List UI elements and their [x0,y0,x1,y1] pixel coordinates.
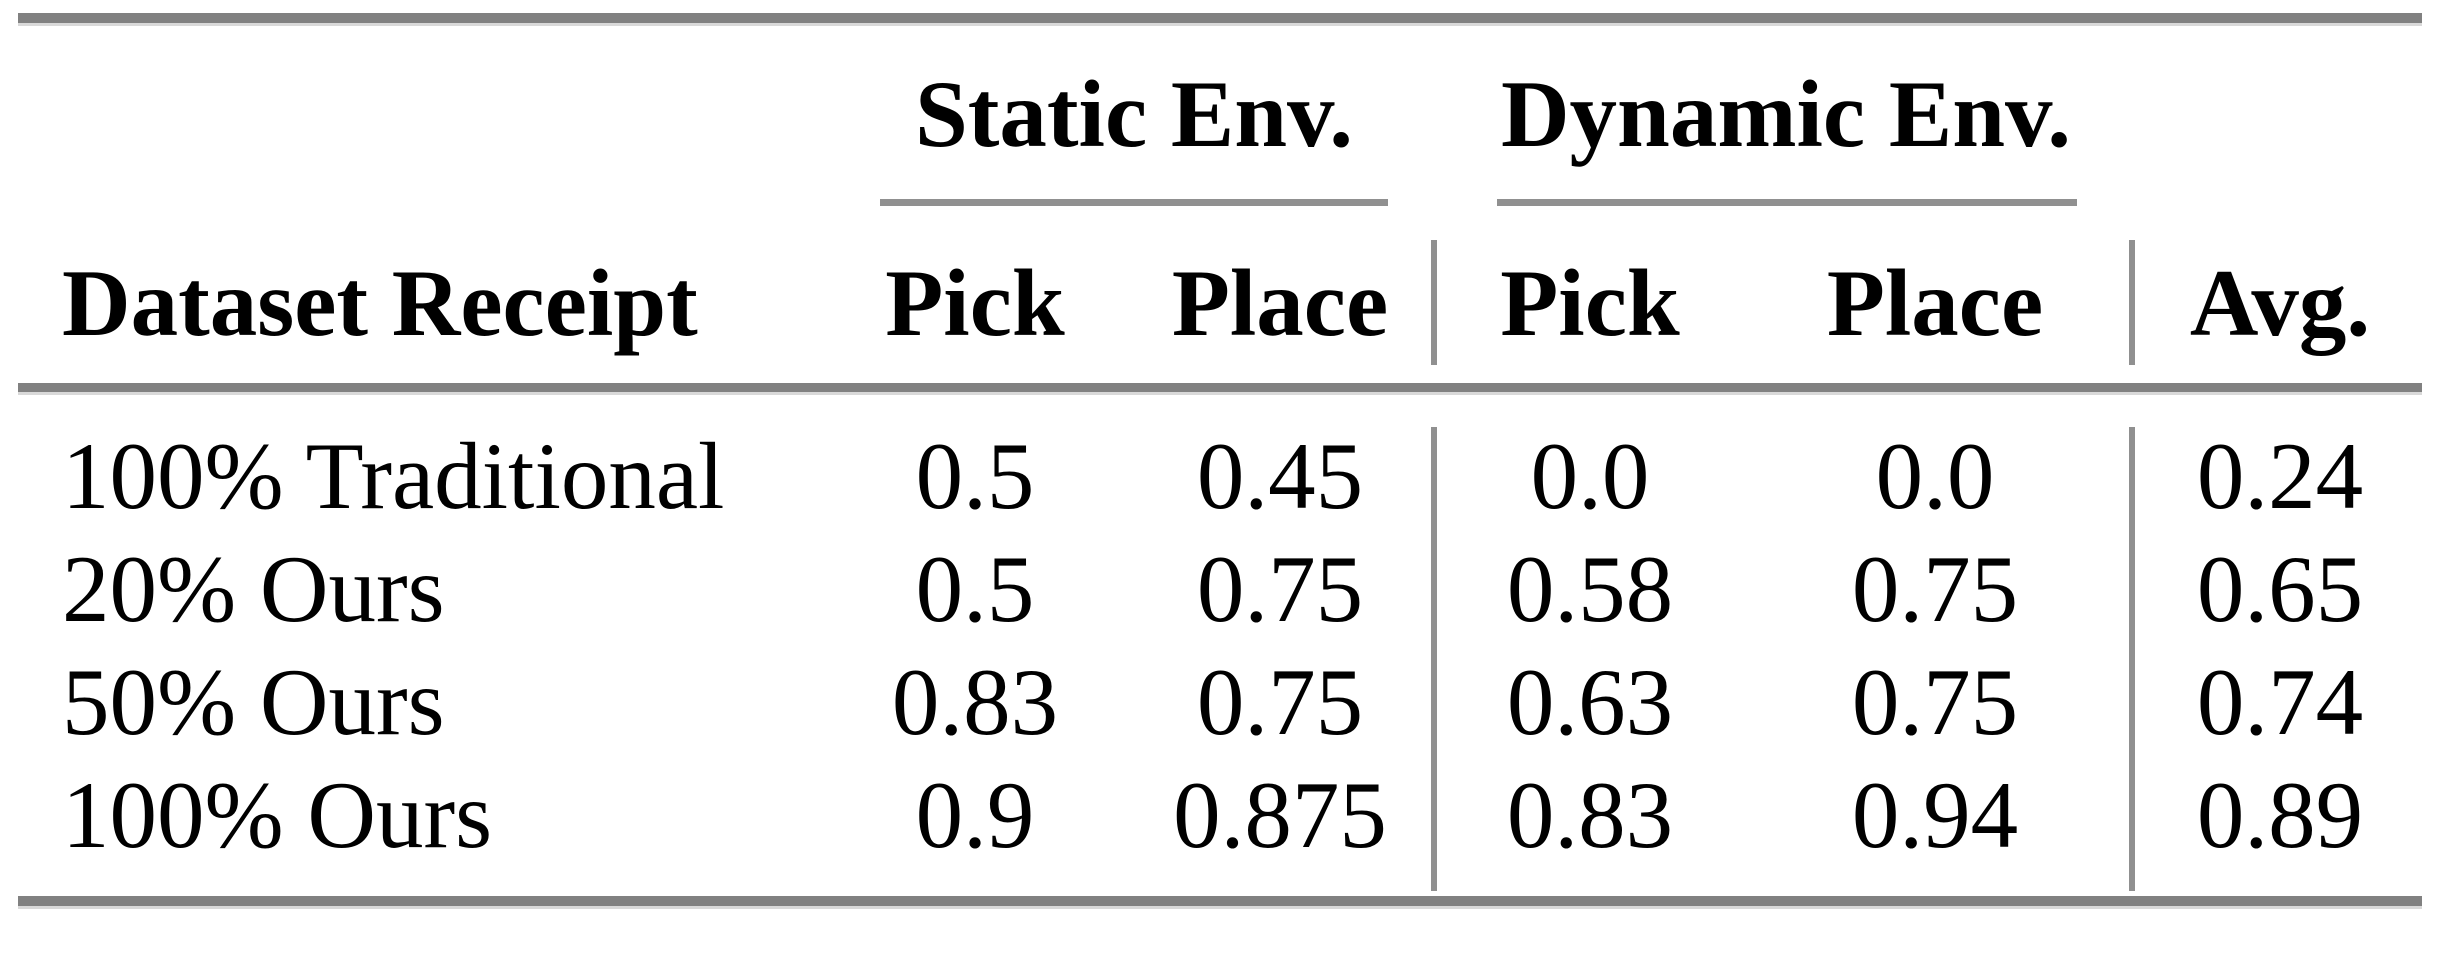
table-row: 20% Ours 0.5 0.75 0.58 0.75 0.65 [0,541,2440,637]
row-label: 50% Ours [62,649,445,755]
cell-dynamic-place: 0.0 [1875,423,1995,529]
cell-dynamic-pick: 0.63 [1506,649,1674,755]
static-env-cmidrule [880,199,1388,206]
dynamic-avg-divider-header [2129,240,2135,365]
header-separator-rule [18,383,2422,395]
bottom-rule [18,896,2422,909]
cell-static-pick: 0.83 [891,649,1059,755]
cell-avg: 0.89 [2196,762,2364,868]
table-row: 100% Ours 0.9 0.875 0.83 0.94 0.89 [0,767,2440,863]
row-label: 100% Ours [62,762,493,868]
group-header-row: Static Env. Dynamic Env. [0,66,2440,162]
cell-avg: 0.74 [2196,649,2364,755]
cell-dynamic-pick: 0.0 [1530,423,1650,529]
cell-static-place: 0.75 [1196,536,1364,642]
cell-dynamic-place: 0.94 [1851,762,2019,868]
cell-static-pick: 0.5 [915,536,1035,642]
row-label: 20% Ours [62,536,445,642]
table-row: 100% Traditional 0.5 0.45 0.0 0.0 0.24 [0,428,2440,524]
dynamic-env-cmidrule [1497,199,2077,206]
top-rule [18,13,2422,26]
dynamic-place-header: Place [1826,250,2044,356]
cell-dynamic-pick: 0.58 [1506,536,1674,642]
cell-avg: 0.65 [2196,536,2364,642]
static-dynamic-divider-header [1431,240,1437,365]
cell-dynamic-place: 0.75 [1851,649,2019,755]
cell-avg: 0.24 [2196,423,2364,529]
dataset-receipt-header: Dataset Receipt [62,250,698,356]
column-header-row: Dataset Receipt Pick Place Pick Place Av… [0,255,2440,351]
avg-header: Avg. [2189,250,2371,356]
dynamic-pick-header: Pick [1500,250,1680,356]
cell-dynamic-place: 0.75 [1851,536,2019,642]
cell-dynamic-pick: 0.83 [1506,762,1674,868]
static-pick-header: Pick [885,250,1065,356]
cell-static-place: 0.875 [1173,762,1387,868]
dynamic-avg-divider-body [2129,427,2135,891]
static-place-header: Place [1171,250,1389,356]
cell-static-place: 0.45 [1196,423,1364,529]
static-env-header: Static Env. [914,61,1354,167]
static-dynamic-divider-body [1431,427,1437,891]
dynamic-env-header: Dynamic Env. [1500,61,2072,167]
cell-static-pick: 0.9 [915,762,1035,868]
cell-static-pick: 0.5 [915,423,1035,529]
row-label: 100% Traditional [62,423,725,529]
cell-static-place: 0.75 [1196,649,1364,755]
table-row: 50% Ours 0.83 0.75 0.63 0.75 0.74 [0,654,2440,750]
